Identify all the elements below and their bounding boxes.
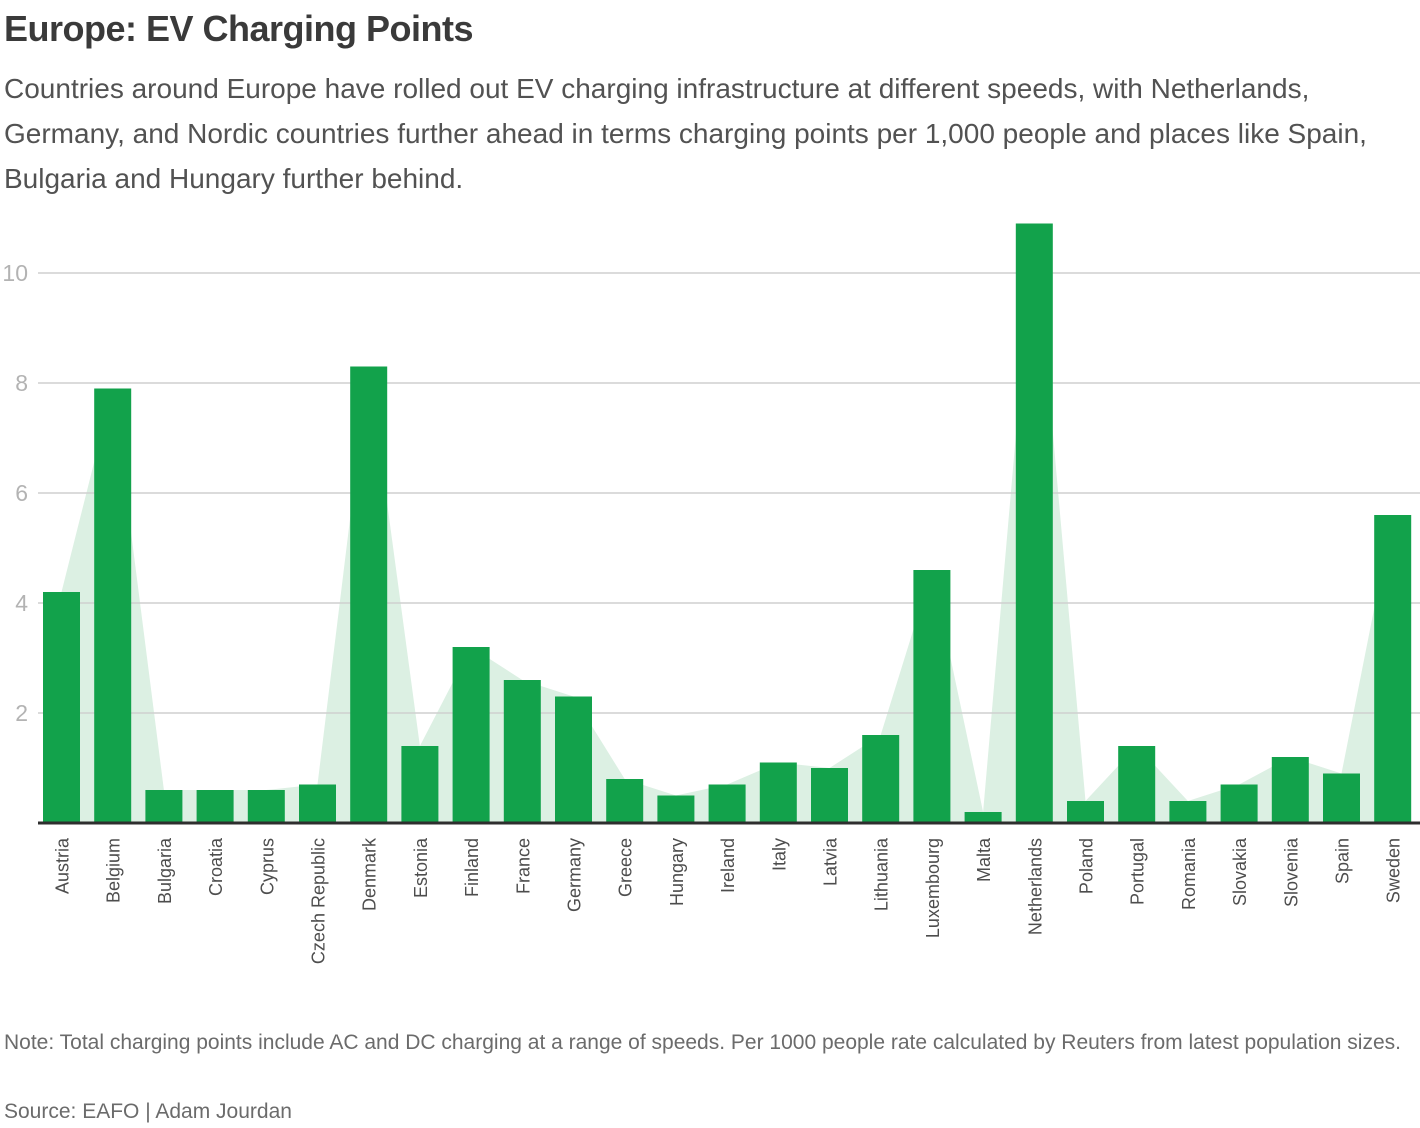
x-axis-label-slovenia: Slovenia	[1281, 837, 1301, 907]
x-axis-label-finland: Finland	[462, 838, 482, 897]
bar-malta	[964, 812, 1002, 823]
footer-source: Source: EAFO | Adam Jourdan	[4, 1100, 292, 1123]
x-axis-label-malta: Malta	[974, 837, 994, 882]
x-axis-label-cyprus: Cyprus	[257, 838, 277, 895]
chart-subtitle: Countries around Europe have rolled out …	[4, 73, 1367, 194]
bar-denmark	[350, 366, 388, 823]
bar-italy	[759, 762, 797, 823]
bar-croatia	[196, 790, 234, 823]
x-axis-label-sweden: Sweden	[1384, 838, 1404, 903]
x-axis-label-spain: Spain	[1333, 838, 1353, 884]
x-axis-label-slovakia: Slovakia	[1230, 837, 1250, 906]
bar-belgium	[94, 388, 132, 823]
bar-slovenia	[1271, 757, 1309, 823]
area-overlay	[61, 223, 1393, 823]
bar-poland	[1067, 801, 1104, 823]
x-axis-label-luxembourg: Luxembourg	[923, 838, 943, 938]
x-axis-label-belgium: Belgium	[104, 838, 124, 903]
bar-latvia	[811, 768, 848, 823]
bar-netherlands	[1015, 223, 1053, 823]
bar-germany	[555, 696, 592, 823]
x-axis-label-austria: Austria	[53, 837, 73, 894]
bar-slovakia	[1220, 784, 1258, 823]
x-axis-label-lithuania: Lithuania	[872, 837, 892, 911]
bar-ireland	[708, 784, 746, 823]
x-axis-label-italy: Italy	[769, 838, 789, 871]
x-axis-label-czech-republic: Czech Republic	[309, 838, 329, 964]
x-axis-label-romania: Romania	[1179, 837, 1199, 910]
x-axis-label-netherlands: Netherlands	[1025, 838, 1045, 935]
bar-spain	[1323, 773, 1360, 823]
bar-estonia	[401, 746, 439, 823]
x-axis-label-poland: Poland	[1077, 838, 1097, 894]
bar-austria	[43, 592, 80, 823]
x-axis-label-estonia: Estonia	[411, 837, 431, 898]
y-tick-label-6: 6	[15, 480, 28, 506]
x-axis-label-greece: Greece	[616, 838, 636, 897]
bar-luxembourg	[913, 570, 951, 823]
chart-title: Europe: EV Charging Points	[4, 8, 474, 49]
x-axis-label-croatia: Croatia	[206, 837, 226, 896]
bar-france	[503, 680, 541, 823]
y-tick-label-4: 4	[15, 590, 28, 616]
x-axis-label-portugal: Portugal	[1128, 838, 1148, 905]
x-axis-label-hungary: Hungary	[667, 838, 687, 906]
x-axis-label-latvia: Latvia	[821, 837, 841, 886]
bar-greece	[606, 779, 644, 823]
bar-sweden	[1374, 515, 1412, 823]
footer-note: Note: Total charging points include AC a…	[4, 1031, 1401, 1054]
bar-chart: 2 4 6 8 10 Austria Belgium Bulgaria Croatia Cypru…	[2, 223, 1420, 964]
x-axis-label-ireland: Ireland	[718, 838, 738, 893]
y-tick-label-2: 2	[15, 700, 28, 726]
x-axis-label-bulgaria: Bulgaria	[155, 837, 175, 904]
bar-portugal	[1118, 746, 1156, 823]
bar-lithuania	[862, 735, 900, 823]
y-tick-label-10: 10	[2, 260, 28, 286]
x-axis-label-denmark: Denmark	[360, 837, 380, 911]
bar-hungary	[657, 795, 695, 823]
bar-cyprus	[247, 790, 285, 823]
x-axis-label-germany: Germany	[565, 838, 585, 912]
y-tick-label-8: 8	[15, 370, 28, 396]
bar-bulgaria	[145, 790, 183, 823]
bar-finland	[452, 647, 490, 823]
bar-czech-republic	[299, 784, 336, 823]
x-axis-label-france: France	[513, 838, 533, 894]
bar-romania	[1169, 801, 1207, 823]
